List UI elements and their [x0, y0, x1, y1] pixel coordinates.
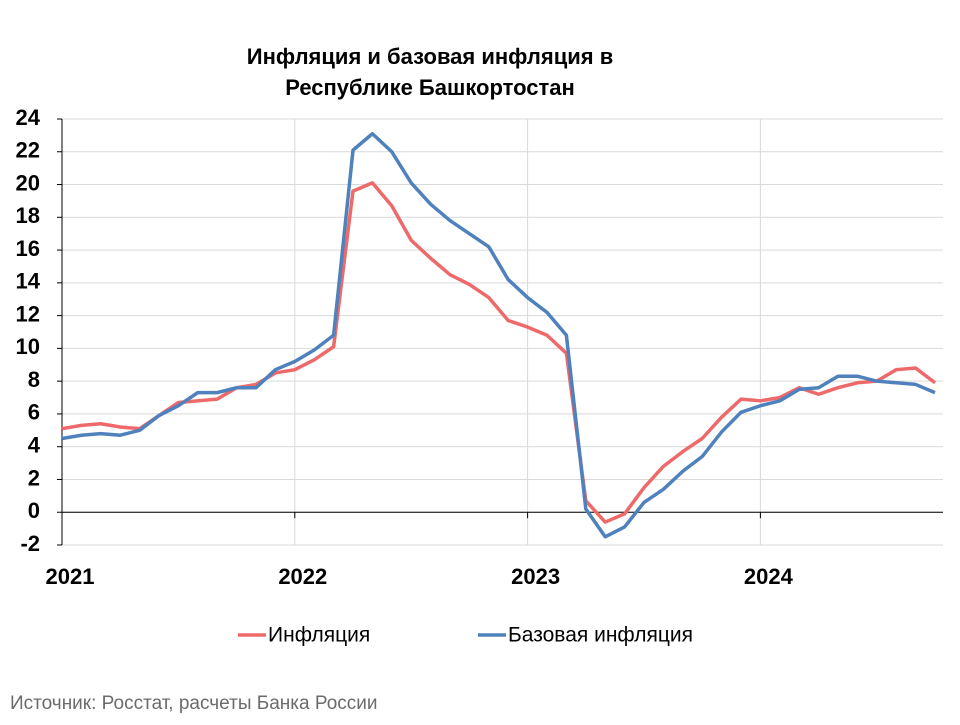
y-tick-label: 6 — [28, 400, 40, 425]
source: Источник: Росстат, расчеты Банка России — [10, 693, 378, 714]
x-tick-label: 2024 — [744, 564, 794, 589]
chart-title: Инфляция и базовая инфляция в Республике … — [247, 44, 613, 100]
y-tick-label: 20 — [16, 170, 40, 195]
y-tick-label: 16 — [16, 236, 40, 261]
y-tick-label: -2 — [20, 531, 40, 556]
x-tick-label: 2021 — [46, 564, 95, 589]
y-tick-label: 14 — [16, 269, 41, 294]
y-tick-label: 0 — [28, 498, 40, 523]
x-tick-label: 2022 — [278, 564, 327, 589]
y-tick-label: 4 — [28, 433, 41, 458]
y-tick-label: 24 — [16, 105, 41, 130]
legend-label: Инфляция — [268, 624, 370, 647]
y-tick-label: 12 — [16, 301, 40, 326]
series-line — [61, 131, 936, 539]
y-tick-label: 10 — [16, 334, 40, 359]
y-tick-label: 2 — [28, 465, 40, 490]
x-tick-label: 2023 — [511, 564, 560, 589]
y-tick-label: 18 — [16, 203, 40, 228]
series-line — [61, 181, 937, 524]
legend-label: Базовая инфляция — [508, 624, 693, 647]
y-tick-label: 8 — [28, 367, 40, 392]
y-tick-label: 22 — [16, 138, 40, 163]
